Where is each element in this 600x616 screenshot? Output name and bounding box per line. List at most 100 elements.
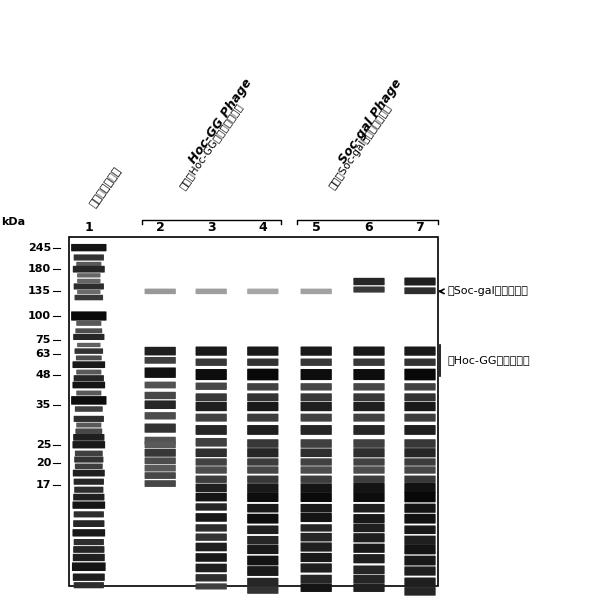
FancyBboxPatch shape [196, 503, 227, 511]
Text: 20: 20 [35, 458, 51, 468]
FancyBboxPatch shape [247, 466, 278, 474]
Text: 135: 135 [28, 286, 51, 296]
FancyBboxPatch shape [75, 463, 103, 469]
FancyBboxPatch shape [301, 425, 332, 435]
FancyBboxPatch shape [301, 533, 332, 541]
FancyBboxPatch shape [353, 565, 385, 574]
FancyBboxPatch shape [353, 524, 385, 532]
FancyBboxPatch shape [353, 439, 385, 448]
FancyBboxPatch shape [74, 487, 103, 493]
FancyBboxPatch shape [301, 553, 332, 562]
FancyBboxPatch shape [404, 476, 436, 483]
FancyBboxPatch shape [247, 578, 278, 586]
FancyBboxPatch shape [404, 483, 436, 493]
FancyBboxPatch shape [73, 520, 104, 527]
FancyBboxPatch shape [353, 425, 385, 435]
FancyBboxPatch shape [145, 412, 176, 419]
FancyBboxPatch shape [301, 476, 332, 483]
FancyBboxPatch shape [404, 525, 436, 534]
FancyBboxPatch shape [247, 439, 278, 448]
FancyBboxPatch shape [353, 575, 385, 583]
FancyBboxPatch shape [404, 393, 436, 402]
FancyBboxPatch shape [353, 278, 385, 285]
FancyBboxPatch shape [353, 466, 385, 474]
FancyBboxPatch shape [196, 369, 227, 380]
FancyBboxPatch shape [301, 492, 332, 502]
Text: 5: 5 [312, 221, 320, 235]
FancyBboxPatch shape [77, 278, 101, 283]
FancyBboxPatch shape [404, 587, 436, 596]
FancyBboxPatch shape [353, 383, 385, 391]
FancyBboxPatch shape [353, 359, 385, 366]
FancyBboxPatch shape [247, 359, 278, 366]
FancyBboxPatch shape [76, 429, 102, 434]
FancyBboxPatch shape [196, 414, 227, 421]
FancyBboxPatch shape [73, 265, 105, 272]
Text: 1: 1 [85, 221, 93, 235]
FancyBboxPatch shape [73, 381, 105, 389]
FancyBboxPatch shape [74, 479, 104, 485]
FancyBboxPatch shape [301, 402, 332, 411]
Text: （展示Hoc-GG蛋白的噌菌体）: （展示Hoc-GG蛋白的噌菌体） [177, 101, 244, 191]
FancyBboxPatch shape [301, 513, 332, 522]
FancyBboxPatch shape [76, 391, 101, 395]
FancyBboxPatch shape [353, 514, 385, 524]
FancyBboxPatch shape [73, 501, 105, 509]
FancyBboxPatch shape [301, 414, 332, 421]
FancyBboxPatch shape [145, 392, 176, 399]
FancyBboxPatch shape [353, 504, 385, 513]
FancyBboxPatch shape [247, 458, 278, 466]
FancyBboxPatch shape [145, 472, 176, 479]
FancyBboxPatch shape [75, 451, 103, 456]
FancyBboxPatch shape [404, 359, 436, 366]
FancyBboxPatch shape [77, 290, 101, 294]
FancyBboxPatch shape [247, 448, 278, 457]
FancyBboxPatch shape [196, 438, 227, 447]
FancyBboxPatch shape [196, 553, 227, 562]
FancyBboxPatch shape [73, 361, 105, 368]
FancyBboxPatch shape [76, 423, 101, 428]
FancyBboxPatch shape [74, 456, 103, 463]
FancyBboxPatch shape [77, 342, 101, 347]
FancyBboxPatch shape [196, 425, 227, 435]
FancyBboxPatch shape [404, 458, 436, 466]
FancyBboxPatch shape [73, 441, 105, 448]
Text: （Hoc-GG重组蛋白）: （Hoc-GG重组蛋白） [447, 355, 530, 365]
Text: 75: 75 [35, 335, 51, 345]
FancyBboxPatch shape [145, 448, 176, 456]
FancyBboxPatch shape [74, 416, 104, 422]
FancyBboxPatch shape [145, 357, 176, 363]
Bar [69, 237, 438, 586]
FancyBboxPatch shape [145, 288, 176, 294]
FancyBboxPatch shape [301, 575, 332, 583]
Text: （Soc-gal重组蛋白）: （Soc-gal重组蛋白） [440, 286, 528, 296]
FancyBboxPatch shape [196, 524, 227, 532]
FancyBboxPatch shape [145, 480, 176, 487]
FancyBboxPatch shape [73, 434, 104, 441]
FancyBboxPatch shape [73, 554, 105, 561]
FancyBboxPatch shape [74, 375, 104, 381]
FancyBboxPatch shape [74, 349, 103, 354]
FancyBboxPatch shape [353, 414, 385, 421]
FancyBboxPatch shape [196, 564, 227, 572]
Text: 17: 17 [35, 480, 51, 490]
FancyBboxPatch shape [247, 402, 278, 411]
FancyBboxPatch shape [73, 334, 104, 340]
FancyBboxPatch shape [404, 368, 436, 380]
FancyBboxPatch shape [77, 273, 101, 277]
Text: 180: 180 [28, 264, 51, 274]
FancyBboxPatch shape [353, 346, 385, 356]
FancyBboxPatch shape [301, 483, 332, 493]
FancyBboxPatch shape [353, 583, 385, 592]
FancyBboxPatch shape [196, 466, 227, 474]
FancyBboxPatch shape [74, 582, 104, 588]
FancyBboxPatch shape [404, 504, 436, 513]
Text: 7: 7 [416, 221, 424, 235]
FancyBboxPatch shape [145, 367, 176, 378]
FancyBboxPatch shape [145, 441, 176, 448]
FancyBboxPatch shape [353, 543, 385, 553]
FancyBboxPatch shape [301, 563, 332, 573]
FancyBboxPatch shape [74, 539, 104, 545]
FancyBboxPatch shape [301, 359, 332, 366]
FancyBboxPatch shape [404, 439, 436, 448]
